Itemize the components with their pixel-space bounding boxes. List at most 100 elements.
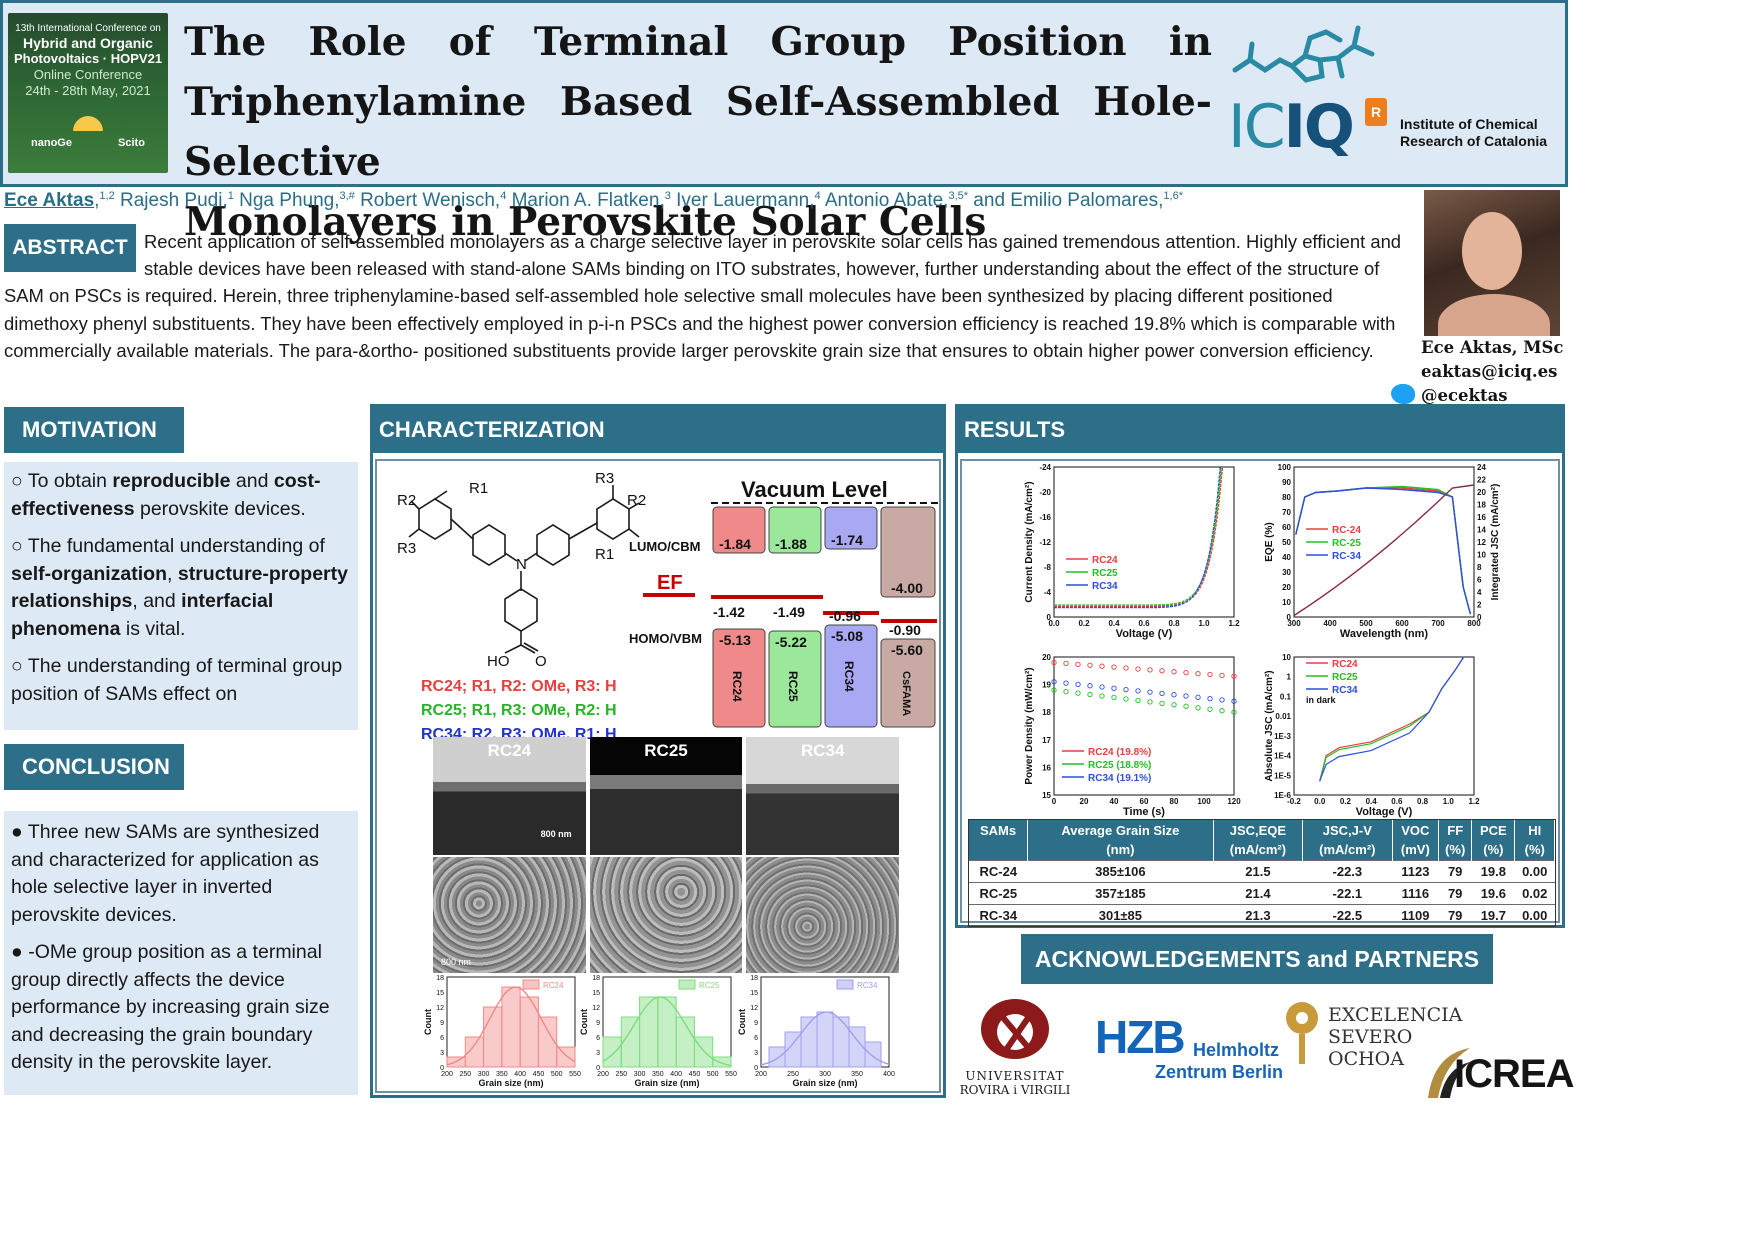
histogram-legend-label: RC24 [543, 981, 564, 990]
histogram-x-label: Grain size (nm) [792, 1078, 857, 1088]
results-table-wrap: SAMs Average Grain Size JSC,EQE JSC,J-V … [968, 819, 1556, 927]
histogram-y-tick: 3 [596, 1050, 600, 1057]
conference-badge: 13th International Conference on Hybrid … [8, 13, 168, 173]
author-affiliation: 3,# [339, 190, 355, 202]
mpp-point-rc24 [1195, 670, 1201, 677]
histogram-x-tick: 400 [514, 1071, 526, 1078]
mpp-x-tick: 0 [1052, 797, 1057, 806]
results-plots: 0.0 0.2 0.4 0.6 0.8 1.0 1.2 0 -4 -8 -12 -16 -20 -24 Vo… [1024, 463, 1501, 818]
eqe-frame [1293, 466, 1475, 618]
histogram-x-label: Grain size (nm) [478, 1078, 543, 1088]
dark-y-tick: 1E-5 [1274, 771, 1291, 780]
jv-y-tick: -24 [1039, 463, 1051, 472]
histogram-legend-label: RC34 [857, 981, 878, 990]
jv-x-tick: 0.6 [1138, 619, 1150, 628]
institute-name-line1: Institute of Chemical [1400, 116, 1538, 132]
hzb-mark: HZB [1095, 1011, 1186, 1063]
twitter-icon [1391, 384, 1415, 404]
jv-curve-rc25 [1054, 466, 1223, 606]
mpp-legend-label: RC34 (19.1%) [1088, 773, 1151, 784]
results-heading: RESULTS [958, 407, 1562, 453]
table-unit: (mA/cm²) [1302, 840, 1393, 860]
dark-curve-rc34 [1319, 656, 1465, 782]
homo-value: -5.60 [891, 642, 923, 658]
eqe-y2-tick: 8 [1477, 563, 1482, 572]
eqe-y-tick: 70 [1282, 508, 1291, 517]
conclusion-bullet: ● Three new SAMs are synthesized and cha… [11, 821, 320, 926]
mpp-point-rc25 [1123, 696, 1129, 702]
energy-column-name: RC24 [730, 671, 744, 702]
molecule-label-r2a: R2 [397, 492, 416, 509]
mpp-legend-label: RC24 (19.8%) [1088, 747, 1151, 758]
table-cell: 0.02 [1514, 881, 1555, 904]
mpp-point-rc34 [1207, 695, 1213, 702]
molecule-label-n: N [516, 556, 527, 573]
author-affiliation: 1 [227, 190, 234, 202]
jv-curve-rc34 [1054, 466, 1221, 609]
sem-top-view [589, 857, 743, 973]
table-unit: (%) [1514, 840, 1555, 860]
mpp-y-tick: 15 [1042, 791, 1051, 800]
mpp-y-tick: 20 [1042, 653, 1051, 662]
ef-gap-value: -1.49 [773, 604, 805, 620]
dark-y-tick: 1E-6 [1274, 791, 1291, 800]
table-cell: 1109 [1392, 903, 1439, 926]
mpp-point-rc34 [1075, 681, 1081, 688]
contact-twitter[interactable]: @ecektas [1421, 386, 1508, 405]
mpp-point-rc24 [1099, 663, 1105, 669]
jv-legend-label: RC34 [1092, 581, 1118, 592]
mpp-point-rc25 [1183, 703, 1189, 709]
mpp-x-tick: 120 [1227, 797, 1241, 806]
sem-image-grid: RC24 800 nm 800 nm RC25 RC34 [433, 737, 900, 973]
histogram-y-tick: 9 [754, 1020, 758, 1027]
institute-name-line2: Research of Catalonia [1400, 133, 1548, 149]
table-cell: 79 [1438, 903, 1472, 926]
scale-bar-label: 800 nm [540, 829, 572, 839]
histogram-y-tick: 0 [754, 1065, 758, 1072]
histogram-y-tick: 18 [750, 975, 758, 982]
motivation-box: ○ To obtain reproducible and cost-effect… [4, 462, 358, 730]
severo-ochoa-text: EXCELENCIA SEVERO OCHOA [1328, 1004, 1462, 1070]
eqe-y-tick: 0 [1287, 613, 1292, 622]
author-name: Iver Lauermann [676, 190, 810, 211]
eqe-y-tick: 50 [1282, 538, 1291, 547]
histogram-x-tick: 350 [851, 1071, 863, 1078]
conference-line3: Photovoltaics · HOPV21 [13, 51, 163, 66]
motivation-heading: MOTIVATION [4, 407, 184, 453]
eqe-y2-tick: 24 [1477, 463, 1486, 472]
severo-line1: EXCELENCIA [1328, 1004, 1463, 1026]
characterization-heading: CHARACTERIZATION [373, 407, 943, 453]
histogram-bar [483, 1006, 503, 1068]
histogram-x-tick: 300 [634, 1071, 646, 1078]
mpp-legend-label: RC25 (18.8%) [1088, 760, 1151, 771]
jv-legend-label: RC25 [1092, 568, 1118, 579]
severo-ochoa-logo: EXCELENCIA SEVERO OCHOA [1284, 998, 1462, 1077]
histogram-x-tick: 500 [551, 1071, 563, 1078]
acknowledgements-heading: ACKNOWLEDGEMENTS and PARTNERS [1021, 934, 1493, 984]
mpp-frame [1053, 656, 1235, 796]
energy-column-name: CsFAMA [900, 671, 912, 716]
contact-email[interactable]: eaktas@iciq.es [1421, 362, 1558, 381]
table-cell: RC-34 [969, 903, 1028, 926]
eqe-y2-tick: 6 [1477, 576, 1482, 585]
table-header: JSC,EQE [1213, 820, 1304, 840]
table-cell: -22.3 [1302, 859, 1393, 882]
histogram-bar [864, 1041, 882, 1068]
homo-label: HOMO/VBM [629, 631, 702, 646]
iciq-badge: R [1365, 98, 1387, 126]
lumo-value: -1.84 [719, 536, 751, 552]
eqe-y-tick: 30 [1282, 568, 1291, 577]
jv-legend-label: RC24 [1092, 555, 1118, 566]
mpp-point-rc34 [1051, 679, 1057, 685]
mpp-point-rc34 [1231, 698, 1237, 704]
energy-column-rc25: -1.88 -5.22 -1.49 RC25 [767, 506, 823, 728]
histogram-y-tick: 6 [440, 1035, 444, 1042]
histogram-x-tick: 350 [652, 1071, 664, 1078]
dark-x-tick: 1.0 [1443, 797, 1455, 806]
dark-y-label: Absolute JSC (mA/cm²) [1264, 670, 1275, 781]
molecule-label-r1b: R1 [595, 546, 614, 563]
table-cell: -22.1 [1302, 881, 1393, 904]
histogram-y-tick: 15 [750, 990, 758, 997]
vacuum-level-label: Vacuum Level [741, 477, 888, 502]
mpp-point-rc34 [1111, 685, 1117, 691]
